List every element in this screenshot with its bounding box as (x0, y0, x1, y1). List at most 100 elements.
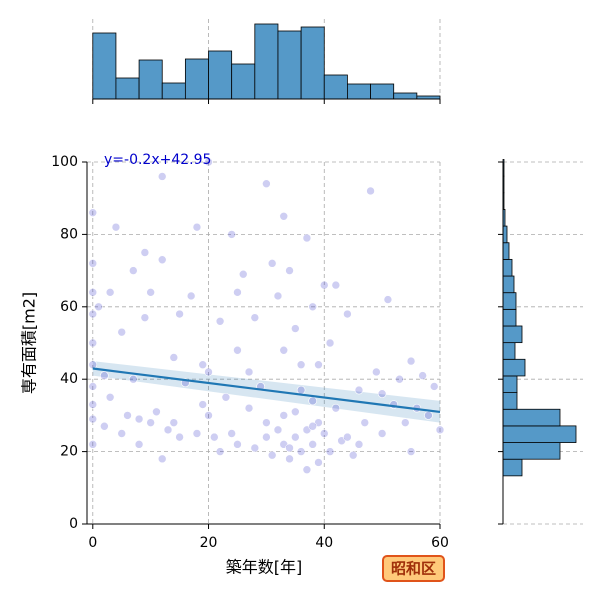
scatter-point (267, 259, 277, 268)
histogram-bar (370, 83, 395, 100)
scatter-point (100, 371, 109, 380)
scatter-point (88, 208, 98, 217)
scatter-point (105, 288, 115, 297)
scatter-point (273, 291, 283, 301)
scatter-point (424, 411, 433, 420)
histogram-bar (502, 442, 561, 460)
scatter-point (88, 382, 98, 391)
scatter-point (291, 407, 300, 417)
badge-label: 昭和区 (391, 560, 436, 578)
x-axis-label: 築年数[年] (226, 558, 303, 577)
regression-line (92, 367, 441, 414)
scatter-point (377, 429, 387, 438)
scatter-point (215, 316, 225, 326)
scatter-point (175, 432, 184, 442)
scatter-point (88, 288, 98, 297)
confidence-band (92, 361, 440, 423)
scatter-point (140, 248, 150, 257)
y-tick-label: 40 (60, 371, 78, 387)
scatter-point (123, 411, 132, 420)
scatter-point (406, 356, 416, 366)
histogram-bar (161, 82, 186, 100)
scatter-point (88, 338, 98, 348)
histogram-bar (184, 58, 209, 100)
scatter-point (117, 429, 127, 438)
histogram-bar (115, 77, 140, 100)
scatter-point (88, 360, 98, 370)
histogram-bar (502, 275, 515, 294)
scatter-point (354, 385, 364, 395)
scatter-point (377, 389, 387, 398)
scatter-point (128, 374, 138, 384)
scatter-point (88, 309, 98, 319)
scatter-point (360, 418, 370, 427)
scatter-point (250, 313, 260, 322)
scatter-point (105, 392, 115, 402)
scatter-point (233, 440, 242, 449)
scatter-point (267, 450, 277, 460)
scatter-point (175, 309, 184, 319)
scatter-point (296, 360, 306, 370)
scatter-point (198, 400, 208, 409)
badge (382, 555, 445, 582)
y-tick-label: 60 (60, 299, 78, 315)
scatter-point (88, 440, 98, 449)
x-tick-label: 0 (88, 535, 97, 551)
x-tick-label: 20 (200, 535, 218, 551)
scatter-point (186, 291, 196, 301)
histogram-bar (502, 292, 517, 310)
scatter-point (308, 421, 317, 431)
y-tick-label: 20 (60, 444, 78, 460)
histogram-bar (502, 392, 518, 410)
scatter-point (400, 418, 410, 427)
scatter-point (308, 302, 317, 312)
scatter-point (314, 458, 323, 467)
regression-label: y=-0.2x+42.95 (104, 152, 211, 168)
scatter-point (291, 324, 300, 333)
scatter-point (134, 440, 144, 449)
scatter-point (244, 367, 254, 377)
histogram-bar (254, 23, 279, 100)
scatter-point (163, 425, 173, 435)
scatter-point (250, 443, 260, 453)
scatter-point (279, 411, 289, 420)
scatter-point (198, 360, 208, 370)
scatter-point (279, 345, 289, 355)
histogram-bar (502, 242, 510, 260)
histogram-bar (502, 408, 561, 427)
histogram-bar (502, 425, 577, 443)
histogram-bar (502, 225, 508, 244)
scatter-point (285, 454, 294, 464)
scatter-point (418, 371, 427, 380)
scatter-point (331, 403, 341, 413)
scatter-point (221, 392, 231, 402)
histogram-bar (347, 83, 371, 100)
histogram-bar (502, 358, 526, 377)
scatter-point (383, 295, 393, 304)
scatter-point (227, 230, 236, 239)
scatter-point (343, 309, 352, 319)
scatter-point (262, 432, 271, 442)
scatter-point (210, 432, 219, 442)
scatter-point (117, 327, 127, 337)
scatter-point (435, 425, 445, 435)
scatter-point (302, 465, 312, 475)
scatter-point (88, 259, 98, 268)
scatter-point (100, 421, 109, 431)
scatter-point (319, 429, 329, 438)
scatter-point (296, 385, 306, 395)
scatter-point (128, 266, 138, 275)
scatter-point (348, 450, 358, 460)
histogram-bar (208, 50, 233, 100)
scatter-point (157, 172, 167, 181)
scatter-point (406, 447, 416, 456)
histogram-bar (300, 26, 325, 100)
scatter-point (146, 418, 155, 427)
histogram-bar (502, 458, 523, 477)
scatter-point (233, 288, 242, 297)
scatter-point (88, 400, 98, 409)
scatter-point (215, 447, 225, 456)
scatter-point (94, 302, 103, 312)
scatter-point (273, 425, 283, 435)
